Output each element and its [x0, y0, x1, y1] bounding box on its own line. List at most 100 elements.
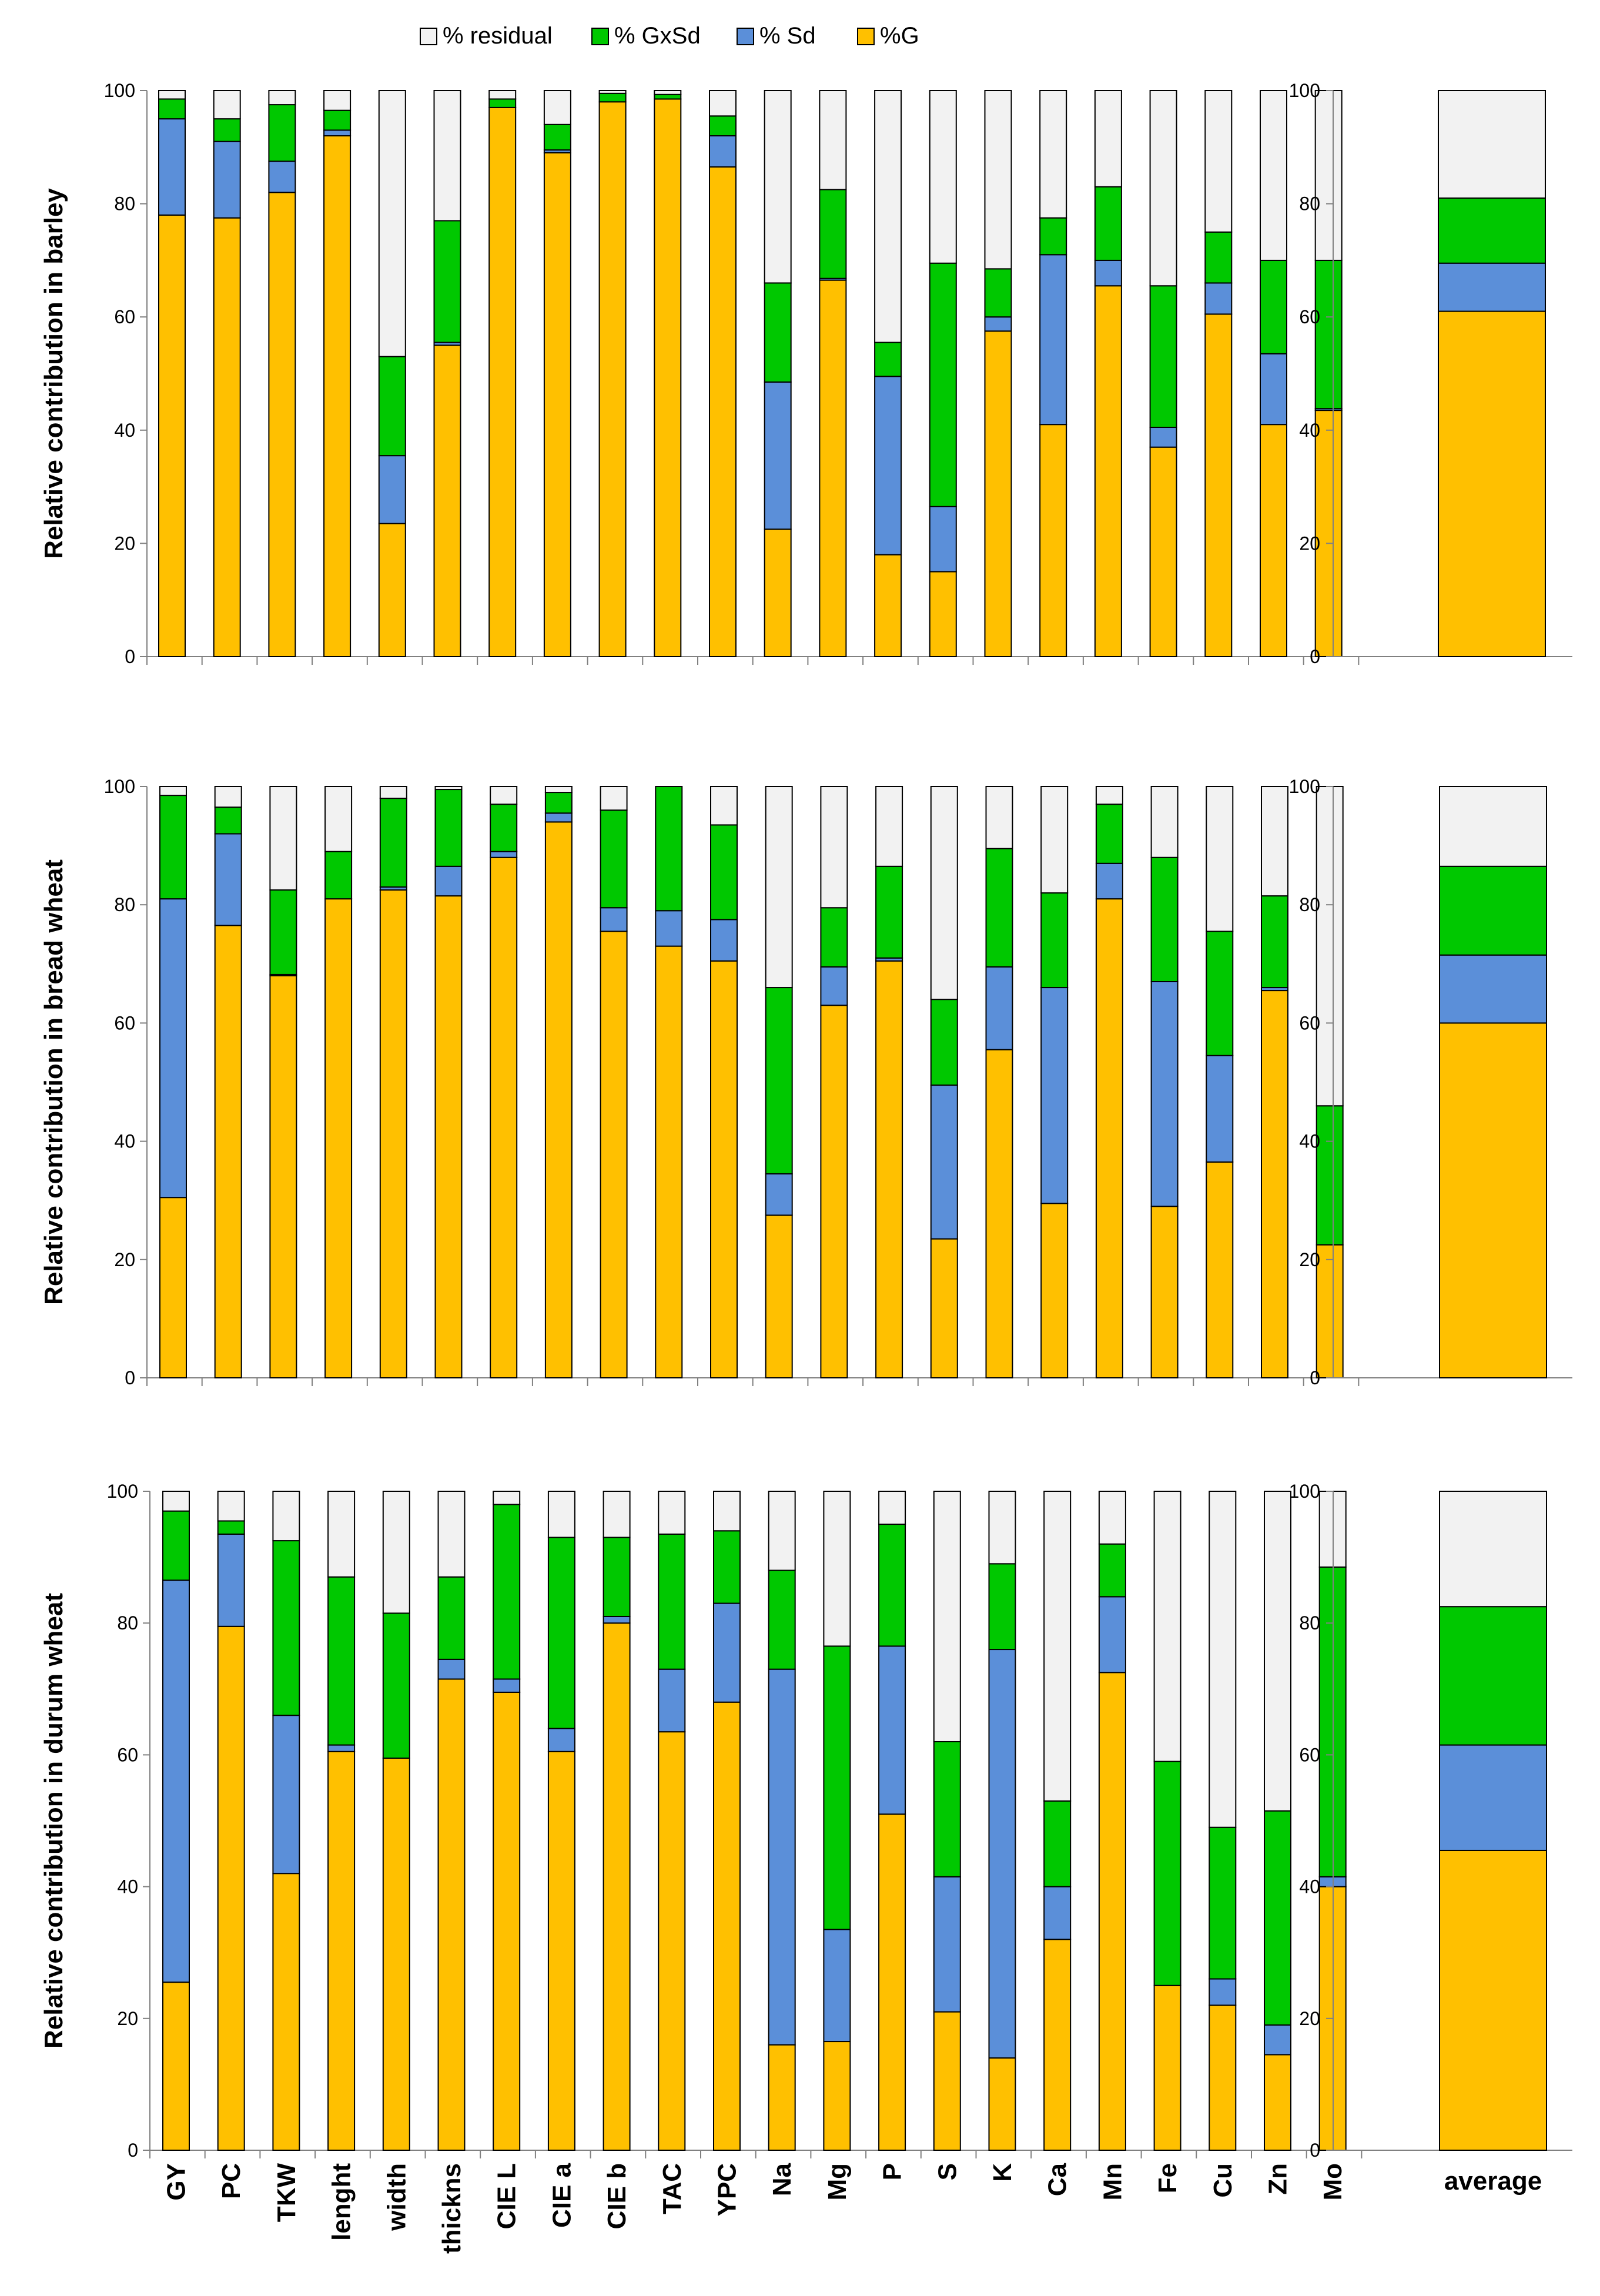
avg-y-tick-label: 40	[1299, 420, 1320, 441]
bar-tkw-residual	[268, 90, 296, 106]
bar-fe-gxsd	[1153, 1761, 1181, 1986]
bar-ypc-g	[710, 960, 738, 1378]
bar-mn-gxsd	[1098, 1543, 1126, 1598]
panel-3: Relative contribution in durum wheat 0 20 4…	[39, 1481, 1572, 2161]
bar-gy-residual	[159, 786, 187, 796]
bar-ypc-g	[709, 166, 737, 657]
bar-tkw-residual	[269, 786, 297, 891]
bar-mg-residual	[820, 786, 848, 909]
bar-k-sd	[985, 966, 1013, 1050]
bar-cu-g	[1206, 1161, 1234, 1379]
bar-k-g	[985, 1049, 1013, 1379]
bar-cie-l-g	[493, 1691, 521, 2151]
bar-gy-sd	[162, 1579, 190, 1983]
avg-bar-sd	[1439, 954, 1547, 1024]
bar-thickns-g	[434, 895, 463, 1378]
bar-tkw-g	[272, 1873, 300, 2151]
y-tick-label: 60	[114, 306, 135, 327]
bar-tac-gxsd	[655, 786, 683, 912]
bar-mo-gxsd	[1314, 259, 1343, 410]
bar-mn-g	[1094, 285, 1122, 657]
bar-zn-g	[1264, 2054, 1291, 2151]
bar-s-gxsd	[929, 262, 957, 507]
bar-zn-sd	[1260, 353, 1287, 426]
bar-tac-sd	[658, 1668, 686, 1733]
bar-ypc-gxsd	[709, 115, 737, 137]
bar-thickns-g	[433, 344, 461, 657]
bar-ypc-sd	[709, 135, 737, 168]
bar-tac-residual	[654, 90, 682, 95]
bar-ca-sd	[1040, 987, 1069, 1204]
bar-na-residual	[768, 1491, 796, 1571]
bar-mn-sd	[1098, 1596, 1126, 1674]
bar-ypc-sd	[713, 1602, 741, 1703]
category-label-na: Na	[768, 2163, 796, 2196]
avg-bar-sd	[1438, 262, 1546, 312]
bar-cie-a-gxsd	[547, 1537, 575, 1729]
bar-ca-residual	[1039, 90, 1067, 219]
bar-cie-a-gxsd	[544, 792, 573, 814]
category-label-zn: Zn	[1264, 2163, 1293, 2195]
bar-cie-b-gxsd	[600, 809, 628, 909]
bar-k-gxsd	[984, 268, 1012, 318]
category-label-gy: GY	[162, 2163, 191, 2201]
bar-cie-l-residual	[490, 786, 518, 805]
y-tick-label: 0	[125, 1367, 135, 1388]
legend-swatch-sd	[737, 28, 754, 45]
avg-y-tick-label: 40	[1299, 1876, 1320, 1897]
avg-y-tick-label: 100	[1289, 776, 1320, 797]
bar-tac-residual	[658, 1491, 686, 1535]
bar-width-g	[379, 889, 407, 1379]
bar-cie-b-residual	[598, 90, 627, 94]
bar-fe-g	[1150, 1206, 1179, 1378]
bar-s-gxsd	[930, 999, 958, 1086]
bar-k-gxsd	[988, 1563, 1016, 1651]
bar-tac-gxsd	[654, 93, 682, 100]
legend-swatch-gxsd	[591, 28, 609, 45]
bar-cu-gxsd	[1206, 931, 1234, 1056]
bar-gy-g	[162, 1982, 190, 2151]
bar-mn-sd	[1095, 862, 1123, 900]
bar-tac-sd	[655, 910, 683, 947]
bar-cie-a-sd	[547, 1728, 575, 1752]
avg-bar-gxsd	[1439, 865, 1547, 956]
y-tick-label: 60	[117, 1744, 138, 1765]
bar-thickns-gxsd	[437, 1576, 466, 1660]
avg-y-tick-label: 80	[1299, 193, 1320, 215]
bar-na-g	[764, 528, 792, 658]
bar-width-gxsd	[382, 1612, 410, 1759]
bar-cie-b-g	[600, 931, 628, 1378]
bar-p-residual	[878, 1491, 906, 1525]
bar-s-g	[930, 1238, 958, 1379]
y-tick-label: 80	[114, 193, 135, 215]
legend-label-sd: % Sd	[759, 23, 816, 49]
bar-zn-residual	[1260, 90, 1287, 261]
bar-na-residual	[764, 90, 792, 284]
bar-width-gxsd	[378, 356, 406, 457]
bar-na-residual	[765, 786, 793, 989]
bar-cie-l-sd	[493, 1678, 521, 1693]
bar-k-residual	[985, 786, 1013, 849]
y-tick-label: 20	[117, 2008, 138, 2029]
bar-thickns-gxsd	[433, 220, 461, 343]
bar-pc-residual	[213, 90, 241, 120]
y-tick-label: 80	[117, 1612, 138, 1634]
bar-s-sd	[933, 1876, 961, 2013]
avg-bar-residual	[1439, 786, 1547, 867]
y-tick-label: 100	[104, 80, 135, 101]
bar-tkw-residual	[272, 1491, 300, 1542]
bar-cu-gxsd	[1204, 231, 1233, 284]
bar-k-g	[988, 2057, 1016, 2151]
bar-lenght-g	[327, 1751, 356, 2151]
category-label-fe: Fe	[1153, 2163, 1182, 2193]
bar-fe-residual	[1150, 786, 1179, 858]
bar-fe-sd	[1149, 426, 1177, 448]
bar-zn-gxsd	[1264, 1810, 1291, 2026]
bar-pc-residual	[217, 1491, 245, 1522]
bar-cie-l-gxsd	[493, 1504, 521, 1680]
bar-cie-l-sd	[490, 851, 518, 858]
bar-mg-gxsd	[823, 1645, 851, 1930]
bar-width-sd	[378, 455, 406, 524]
bar-cu-residual	[1209, 1491, 1237, 1828]
